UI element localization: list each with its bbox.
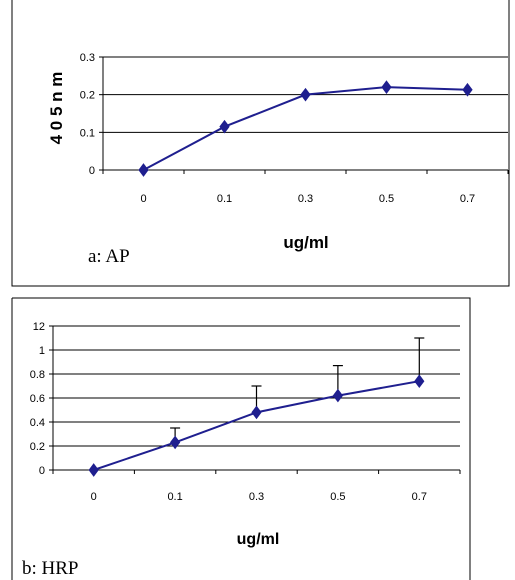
panel-b-data-point	[414, 374, 425, 389]
panel-b-y-tick-label: 0	[39, 465, 45, 477]
panel-a-ylabel: 4 0 5 n m	[47, 72, 66, 145]
panel-b-x-tick-label: 0.3	[249, 491, 264, 503]
panel-b-plot: 0 0.2 0.4 0.6 0.8 1 12 0 0.1 0.3 0.5 0.7	[30, 321, 461, 503]
panel-b-x-tick-label: 0.7	[412, 491, 427, 503]
panel-a-y-tick-label: 0.3	[80, 52, 95, 64]
panel-a-x-tick-label: 0.3	[298, 193, 313, 205]
panel-b-y-tick-label: 0.4	[30, 417, 45, 429]
panel-b-x-tick-label: 0	[91, 491, 97, 503]
panel-a-x-tick-label: 0	[140, 193, 146, 205]
panel-b-y-tick-label: 0.6	[30, 393, 45, 405]
panel-b-x-tick-label: 0.5	[330, 491, 345, 503]
panel-a-plot: 0 0.1 0.2 0.3 0 0.1 0.3 0.5 0.7	[80, 52, 509, 205]
panel-a-xlabel: ug/ml	[283, 233, 328, 252]
panel-a-y-tick-label: 0.1	[80, 127, 95, 139]
panel-a-y-tick-label: 0	[89, 165, 95, 177]
panel-a-x-tick-label: 0.5	[379, 193, 394, 205]
panel-a-data-point	[462, 82, 473, 97]
panel-a-data-point	[219, 119, 230, 134]
panel-a-x-tick-label: 0.7	[460, 193, 475, 205]
panel-b-data-point	[169, 435, 181, 450]
panel-a-data-point	[381, 80, 392, 94]
panel-a-y-tick-label: 0.2	[80, 90, 95, 102]
panel-a-data-point	[138, 163, 149, 177]
panel-b-frame	[11, 297, 471, 580]
panel-a: 0 0.1 0.2 0.3 0 0.1 0.3 0.5 0.7 a: AP ug/ml 4 0 …	[11, 0, 510, 287]
panel-b-y-tick-label: 1	[39, 345, 45, 357]
panel-b-y-tick-label: 0.8	[30, 369, 45, 381]
panel-a-data-point	[300, 87, 311, 102]
panel-b-data-point	[251, 405, 262, 420]
panel-a-x-tick-label: 0.1	[217, 193, 232, 205]
panel-b-y-tick-label: 12	[33, 321, 45, 333]
panel-b-data-point	[332, 388, 344, 403]
panel-b: 0 0.2 0.4 0.6 0.8 1 12 0 0.1 0.3 0.5 0.7 b: HRP ug/…	[11, 297, 471, 580]
panel-a-frame	[11, 0, 510, 287]
panel-a-label: a: AP	[88, 246, 130, 267]
panel-b-label: b: HRP	[22, 558, 79, 579]
panel-b-data-point	[88, 463, 99, 477]
panel-b-y-tick-label: 0.2	[30, 441, 45, 453]
panel-b-x-tick-label: 0.1	[167, 491, 182, 503]
panel-b-xlabel: ug/ml	[237, 531, 280, 548]
